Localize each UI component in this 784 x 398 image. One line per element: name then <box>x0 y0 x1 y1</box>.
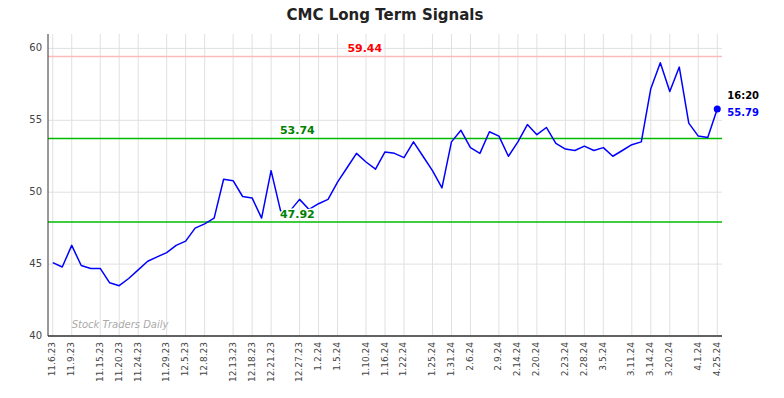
x-grid <box>517 34 518 336</box>
x-tick-label: 3.14.24 <box>645 342 655 377</box>
y-tick-label: 40 <box>29 330 42 341</box>
x-tick-label: 2.23.24 <box>560 342 570 377</box>
x-grid <box>603 34 604 336</box>
x-grid <box>498 34 499 336</box>
x-tick-label: 11.24.23 <box>133 342 143 382</box>
x-grid <box>669 34 670 336</box>
x-tick-label: 12.5.23 <box>180 342 190 376</box>
x-tick-label: 12.8.23 <box>199 342 209 376</box>
x-grid <box>470 34 471 336</box>
watermark: Stock Traders Daily <box>72 319 170 330</box>
price-line <box>53 63 718 286</box>
level-line <box>48 138 722 140</box>
end-time-label: 16:20 <box>727 90 759 101</box>
x-grid <box>403 34 404 336</box>
x-grid <box>337 34 338 336</box>
x-tick-label: 4.1.24 <box>693 342 703 371</box>
x-grid <box>318 34 319 336</box>
x-grid <box>717 34 718 336</box>
x-grid <box>100 34 101 336</box>
x-grid <box>631 34 632 336</box>
x-tick-label: 1.22.24 <box>398 342 408 377</box>
level-line <box>48 221 722 223</box>
x-grid <box>565 34 566 336</box>
x-tick-label: 12.21.23 <box>266 342 276 382</box>
x-tick-label: 2.14.24 <box>512 342 522 377</box>
x-tick-label: 1.16.24 <box>380 342 390 377</box>
y-tick-label: 45 <box>29 258 42 269</box>
x-tick-label: 2.20.24 <box>531 342 541 377</box>
y-tick-label: 60 <box>29 42 42 53</box>
x-tick-label: 12.13.23 <box>228 342 238 382</box>
y-grid <box>48 336 722 337</box>
x-tick-label: 3.20.24 <box>664 342 674 377</box>
x-grid <box>698 34 699 336</box>
x-tick-label: 2.6.24 <box>465 342 475 371</box>
x-grid <box>185 34 186 336</box>
x-grid <box>650 34 651 336</box>
x-tick-label: 11.20.23 <box>114 342 124 382</box>
x-tick-label: 1.5.24 <box>332 342 342 371</box>
x-tick-label: 4.25.24 <box>712 342 722 377</box>
x-grid <box>252 34 253 336</box>
x-tick-label: 3.5.24 <box>598 342 608 371</box>
x-tick-label: 1.10.24 <box>361 342 371 377</box>
x-tick-label: 1.31.24 <box>446 342 456 377</box>
x-tick-label: 11.29.23 <box>161 342 171 382</box>
x-tick-label: 2.9.24 <box>493 342 503 371</box>
level-label: 53.74 <box>280 124 315 137</box>
x-grid <box>233 34 234 336</box>
x-grid <box>366 34 367 336</box>
x-tick-label: 11.6.23 <box>47 342 57 376</box>
x-grid <box>204 34 205 336</box>
x-grid <box>166 34 167 336</box>
x-tick-label: 12.27.23 <box>294 342 304 382</box>
x-grid <box>71 34 72 336</box>
x-grid <box>584 34 585 336</box>
x-grid <box>52 34 53 336</box>
x-tick-label: 2.28.24 <box>579 342 589 377</box>
x-grid <box>432 34 433 336</box>
y-axis <box>48 34 49 336</box>
end-value-label: 55.79 <box>727 107 759 118</box>
x-grid <box>119 34 120 336</box>
x-grid <box>271 34 272 336</box>
x-tick-label: 11.15.23 <box>95 342 105 382</box>
x-tick-label: 11.9.23 <box>66 342 76 376</box>
x-tick-label: 3.11.24 <box>626 342 636 377</box>
title: CMC Long Term Signals <box>287 6 484 24</box>
x-tick-label: 12.18.23 <box>247 342 257 382</box>
x-axis <box>48 335 722 337</box>
end-dot <box>714 105 721 112</box>
x-tick-label: 1.2.24 <box>313 342 323 371</box>
x-tick-label: 1.25.24 <box>427 342 437 377</box>
x-grid <box>536 34 537 336</box>
level-label: 47.92 <box>280 208 315 221</box>
chart: 40 45 50 55 60 11.6.23 11.9.23 11.15.23 11.20.23… <box>0 0 784 398</box>
level-line <box>48 56 722 58</box>
y-tick-label: 50 <box>29 186 42 197</box>
x-grid <box>385 34 386 336</box>
y-tick-label: 55 <box>29 114 42 125</box>
x-grid <box>451 34 452 336</box>
x-grid <box>299 34 300 336</box>
plot-area <box>48 56 722 285</box>
x-grid <box>138 34 139 336</box>
level-label: 59.44 <box>347 42 382 55</box>
